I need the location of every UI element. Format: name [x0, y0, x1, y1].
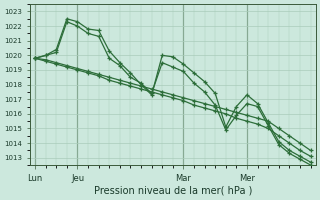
X-axis label: Pression niveau de la mer( hPa ): Pression niveau de la mer( hPa )	[94, 186, 252, 196]
